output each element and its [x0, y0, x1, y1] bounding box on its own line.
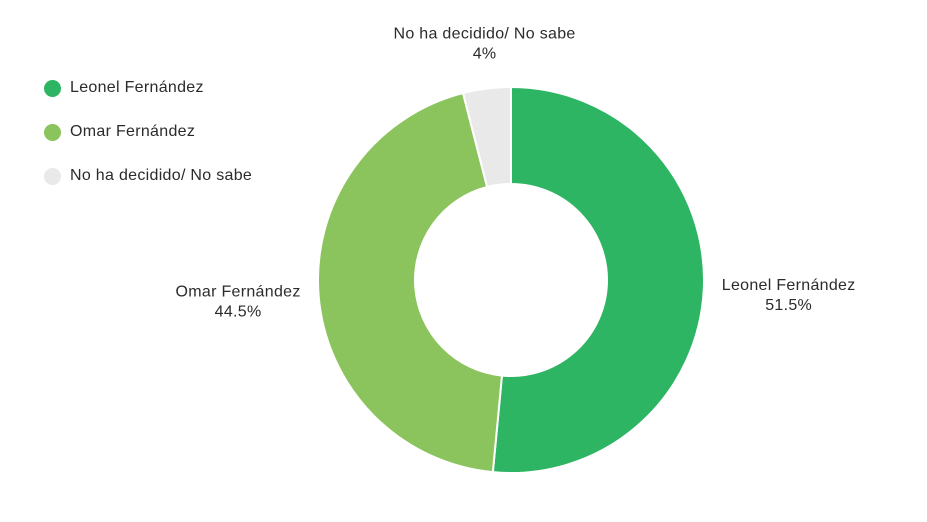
legend-item-omar: Omar Fernández: [44, 120, 252, 144]
legend-item-leonel: Leonel Fernández: [44, 76, 252, 100]
donut-slice-leonel-fernandez: [491, 85, 705, 474]
legend-label-undecided: No ha decidido/ No sabe: [70, 167, 253, 184]
legend-swatch-leonel: [44, 79, 61, 97]
donut-slice-no-ha-decidido-no-sabe: [461, 85, 512, 189]
data-label-no-ha-decidido-no-sabe: No ha decidido/ No sabe 4%: [393, 26, 575, 63]
data-label-category: No ha decidido/ No sabe: [393, 26, 575, 43]
data-label-value: 44.5%: [215, 304, 262, 321]
legend-label-omar: Omar Fernández: [70, 123, 196, 140]
donut-slice-omar-fernandez: [317, 91, 504, 474]
data-label-leonel-fernandez: Leonel Fernández 51.5%: [722, 277, 856, 314]
legend-item-undecided: No ha decidido/ No sabe: [44, 164, 252, 188]
data-label-value: 51.5%: [765, 297, 812, 314]
legend-label-leonel: Leonel Fernández: [70, 79, 204, 96]
chart-legend: Leonel Fernández Omar Fernández No ha de…: [44, 76, 252, 208]
data-label-category: Omar Fernández: [176, 284, 301, 301]
data-label-omar-fernandez: Omar Fernández 44.5%: [176, 284, 301, 321]
data-label-category: Leonel Fernández: [722, 277, 856, 294]
legend-swatch-omar: [44, 123, 61, 141]
data-label-value: 4%: [473, 46, 497, 63]
legend-swatch-undecided: [44, 167, 61, 185]
